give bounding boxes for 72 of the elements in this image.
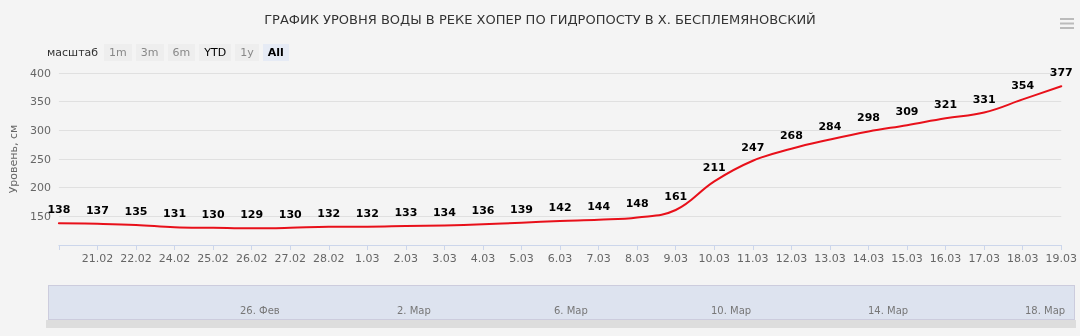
- data-label: 331: [972, 92, 996, 106]
- text: All: [262, 44, 289, 61]
- x-tick-label: 19.03: [1045, 252, 1077, 265]
- text: 6m: [167, 44, 196, 61]
- text: 2. Мар: [397, 305, 431, 316]
- text: 3m: [135, 44, 164, 61]
- text: 10. Мар: [711, 305, 752, 316]
- data-label: 133: [394, 206, 418, 220]
- x-tick-label: 9.03: [663, 252, 688, 265]
- x-tick-label: 16.03: [929, 252, 962, 265]
- x-tick-label: 4.03: [470, 252, 496, 265]
- data-label: 129: [240, 208, 264, 222]
- x-tick-label: 27.02: [274, 252, 306, 265]
- x-tick-label: 18.03: [1006, 252, 1039, 265]
- text: 6. Мар: [554, 305, 588, 316]
- x-tick-label: 22.02: [120, 252, 152, 265]
- x-tick-label: 7.03: [586, 252, 611, 265]
- data-label: 132: [355, 206, 379, 220]
- x-tick-label: 17.03: [968, 252, 1000, 265]
- text: масштаб: [47, 46, 99, 59]
- text: 18. Мар: [1025, 305, 1066, 316]
- x-tick-label: 24.02: [158, 252, 191, 265]
- text: 1y: [235, 44, 259, 61]
- data-label: 137: [85, 203, 109, 217]
- data-label: 142: [548, 200, 572, 214]
- data-label: 377: [1049, 66, 1073, 80]
- data-label: 211: [702, 161, 726, 175]
- data-label: 298: [857, 111, 880, 125]
- y-tick-label: 400: [29, 66, 51, 80]
- data-label: 130: [278, 207, 303, 221]
- x-tick-label: 5.03: [509, 252, 534, 265]
- x-tick-label: 1.03: [355, 252, 380, 265]
- data-label: 268: [779, 128, 803, 142]
- data-label: 161: [664, 190, 688, 204]
- y-tick-label: 350: [29, 95, 51, 109]
- data-label: 354: [1011, 79, 1035, 93]
- x-tick-label: 14.03: [852, 252, 885, 265]
- y-tick-label: 250: [29, 152, 51, 166]
- x-tick-label: 3.03: [432, 252, 457, 265]
- data-label: 284: [818, 119, 842, 133]
- data-label: 134: [432, 205, 457, 219]
- y-axis-title: Уровень, см: [7, 124, 20, 194]
- x-tick-label: 15.03: [891, 252, 923, 265]
- x-tick-label: 8.03: [624, 252, 650, 265]
- text: 26. Фев: [240, 305, 280, 316]
- y-tick-label: 200: [29, 181, 51, 195]
- data-label: 139: [510, 202, 534, 216]
- text: 14. Мар: [868, 305, 909, 316]
- x-tick-label: 25.02: [197, 252, 229, 265]
- x-tick-label: 2.03: [393, 252, 419, 265]
- data-label: 148: [625, 197, 649, 211]
- text: YTD: [199, 44, 232, 61]
- data-label: 309: [895, 105, 919, 119]
- x-tick-label: 10.03: [698, 252, 731, 265]
- data-label: 247: [741, 140, 765, 154]
- x-tick-label: 28.02: [313, 252, 345, 265]
- x-tick-label: 11.03: [737, 252, 769, 265]
- data-label: 321: [934, 98, 958, 112]
- x-tick-label: 13.03: [814, 252, 846, 265]
- data-label: 135: [124, 204, 148, 218]
- chart-title: ГРАФИК УРОВНЯ ВОДЫ В РЕКЕ ХОПЕР ПО ГИДРОПОСТУ В Х. БЕСПЛЕМЯНОВСКИЙ: [264, 12, 816, 27]
- data-label: 144: [587, 199, 611, 213]
- data-label: 136: [471, 204, 495, 218]
- x-tick-label: 26.02: [235, 252, 268, 265]
- data-label: 132: [317, 206, 341, 220]
- data-label: 130: [201, 207, 225, 221]
- x-tick-label: 21.02: [81, 252, 114, 265]
- text: 1m: [104, 44, 132, 61]
- x-tick-label: 6.03: [547, 252, 573, 265]
- data-label: 131: [163, 207, 187, 221]
- x-tick-label: 12.03: [775, 252, 808, 265]
- y-tick-label: 300: [29, 123, 51, 137]
